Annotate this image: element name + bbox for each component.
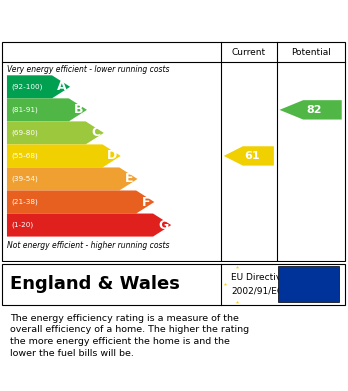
Text: (69-80): (69-80) [11,130,38,136]
Polygon shape [279,100,342,120]
Text: (39-54): (39-54) [11,176,38,182]
Text: 2002/91/EC: 2002/91/EC [231,287,284,296]
Text: C: C [91,126,100,140]
Polygon shape [7,98,87,121]
Text: F: F [142,196,150,208]
Text: E: E [125,172,134,185]
Text: (1-20): (1-20) [11,222,33,228]
Polygon shape [7,190,154,213]
Polygon shape [224,146,274,166]
Text: England & Wales: England & Wales [10,275,180,294]
Text: B: B [74,103,84,117]
Text: EU Directive: EU Directive [231,273,287,282]
Text: (92-100): (92-100) [11,84,42,90]
Text: (21-38): (21-38) [11,199,38,205]
Text: Energy Efficiency Rating: Energy Efficiency Rating [10,13,231,28]
Text: A: A [57,80,67,93]
Text: Very energy efficient - lower running costs: Very energy efficient - lower running co… [7,65,169,74]
Text: Current: Current [232,48,266,57]
Text: G: G [158,219,168,231]
Text: 61: 61 [245,151,260,161]
Text: (81-91): (81-91) [11,107,38,113]
Text: (55-68): (55-68) [11,152,38,159]
Polygon shape [7,144,121,167]
Text: Not energy efficient - higher running costs: Not energy efficient - higher running co… [7,241,169,250]
Bar [278,267,339,303]
Text: The energy efficiency rating is a measure of the
overall efficiency of a home. T: The energy efficiency rating is a measur… [10,314,250,358]
Polygon shape [7,167,137,190]
Text: 82: 82 [306,105,322,115]
Polygon shape [7,213,171,237]
Text: D: D [108,149,118,162]
Text: Potential: Potential [291,48,331,57]
Polygon shape [7,75,70,98]
Polygon shape [7,121,104,144]
